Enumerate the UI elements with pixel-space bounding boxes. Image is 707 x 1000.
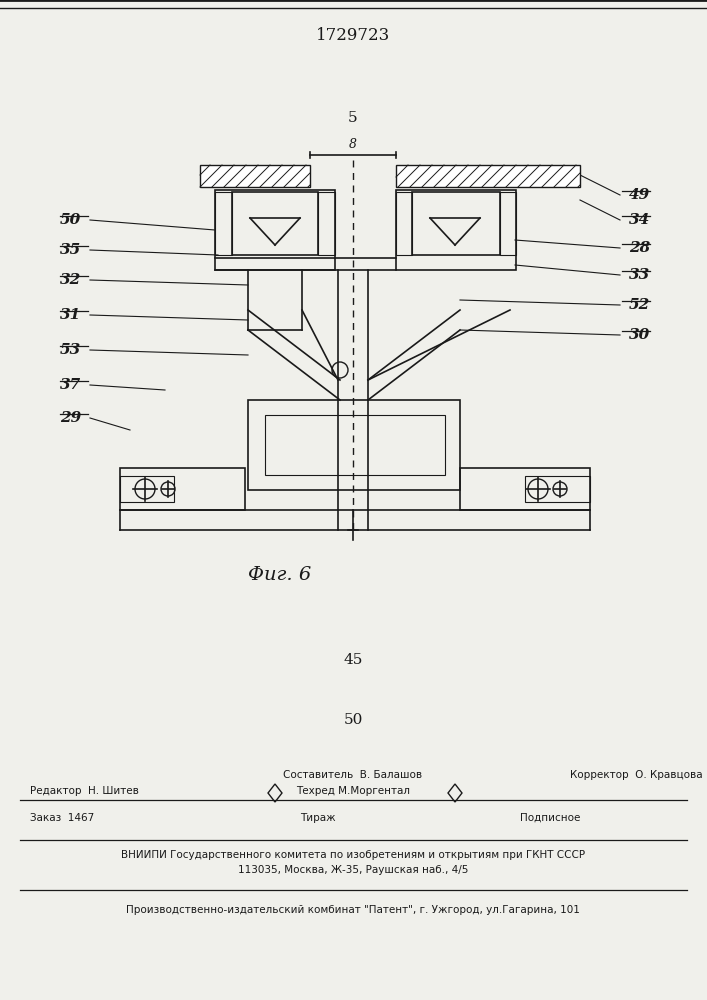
Text: ВНИИПИ Государственного комитета по изобретениям и открытиям при ГКНТ СССР: ВНИИПИ Государственного комитета по изоб… xyxy=(121,850,585,860)
Text: 35: 35 xyxy=(60,243,81,257)
Text: Тираж: Тираж xyxy=(300,813,336,823)
Text: Техред М.Моргентал: Техред М.Моргентал xyxy=(296,786,410,796)
Text: 45: 45 xyxy=(344,653,363,667)
Text: Корректор  О. Кравцова: Корректор О. Кравцова xyxy=(570,770,703,780)
Text: 52: 52 xyxy=(629,298,650,312)
Text: 1729723: 1729723 xyxy=(316,26,390,43)
Text: 113035, Москва, Ж-35, Раушская наб., 4/5: 113035, Москва, Ж-35, Раушская наб., 4/5 xyxy=(238,865,468,875)
Text: Производственно-издательский комбинат "Патент", г. Ужгород, ул.Гагарина, 101: Производственно-издательский комбинат "П… xyxy=(126,905,580,915)
Text: Подписное: Подписное xyxy=(520,813,580,823)
Text: 32: 32 xyxy=(60,273,81,287)
Polygon shape xyxy=(200,165,310,187)
Text: 50: 50 xyxy=(344,713,363,727)
Text: 49: 49 xyxy=(629,188,650,202)
Text: 53: 53 xyxy=(60,343,81,357)
Text: Заказ  1467: Заказ 1467 xyxy=(30,813,94,823)
Text: 28: 28 xyxy=(629,241,650,255)
Polygon shape xyxy=(396,165,580,187)
Text: 30: 30 xyxy=(629,328,650,342)
Text: 33: 33 xyxy=(629,268,650,282)
Text: 50: 50 xyxy=(60,213,81,227)
Text: 8: 8 xyxy=(349,138,357,151)
Text: Φиг. 6: Φиг. 6 xyxy=(248,566,312,584)
Text: Составитель  В. Балашов: Составитель В. Балашов xyxy=(284,770,423,780)
Text: Редактор  Н. Шитев: Редактор Н. Шитев xyxy=(30,786,139,796)
Text: 5: 5 xyxy=(348,111,358,125)
Text: 37: 37 xyxy=(60,378,81,392)
Text: 34: 34 xyxy=(629,213,650,227)
Text: 29: 29 xyxy=(60,411,81,425)
Text: 31: 31 xyxy=(60,308,81,322)
